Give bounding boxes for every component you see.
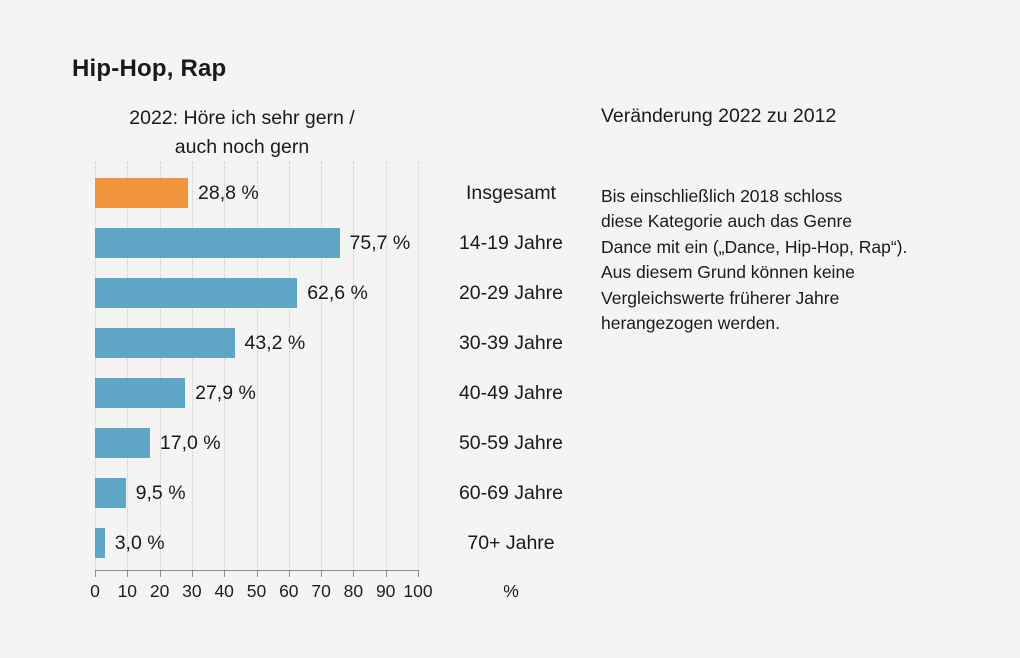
x-axis-tick xyxy=(353,571,355,577)
value-label: 17,0 % xyxy=(159,432,221,454)
x-axis-tick-label: 60 xyxy=(279,581,299,601)
gridline xyxy=(353,162,355,570)
category-label: 70+ Jahre xyxy=(467,532,555,554)
x-axis-tick-label: 20 xyxy=(149,581,170,601)
x-axis-tick xyxy=(191,571,193,577)
x-axis-unit-label: % xyxy=(503,581,519,601)
category-label: Insgesamt xyxy=(466,182,556,204)
chart-subtitle: 2022: Höre ich sehr gern / auch noch ger… xyxy=(129,107,355,158)
comparison-note: Bis einschließlich 2018 schloss diese Ka… xyxy=(601,186,908,334)
category-label: 50-59 Jahre xyxy=(458,432,564,454)
category-labels: Insgesamt 14-19 Jahre 20-29 Jahre 30-39 Jah… xyxy=(443,170,579,570)
bar-row: 75,7 % xyxy=(95,220,418,270)
x-axis-tick xyxy=(256,571,258,577)
x-axis-tick xyxy=(321,571,323,577)
value-label: 9,5 % xyxy=(135,482,186,504)
gridline xyxy=(321,162,323,570)
gridline xyxy=(418,162,419,570)
bar xyxy=(95,478,126,508)
gridline xyxy=(385,162,387,570)
category-label: 40-49 Jahre xyxy=(458,382,564,404)
bar xyxy=(95,328,235,358)
gridline xyxy=(256,162,258,570)
comparison-heading: Veränderung 2022 zu 2012 xyxy=(601,105,837,127)
bar-row: 9,5 % xyxy=(95,470,418,520)
bar xyxy=(95,528,105,558)
bar xyxy=(95,378,186,408)
bar xyxy=(95,278,298,308)
x-axis-tick-label: 50 xyxy=(246,581,267,601)
x-axis-tick xyxy=(224,571,226,577)
chart-title: Hip-Hop, Rap xyxy=(72,55,227,82)
bar xyxy=(95,428,150,458)
plot-area: 28,8 % 75,7 % 62,6 % 43,2 % 27,9 % 17,0 % 9,5 … xyxy=(95,170,418,570)
x-axis-tick xyxy=(127,571,129,577)
gridline xyxy=(159,162,161,570)
bar-row: 3,0 % xyxy=(95,520,418,570)
gridline xyxy=(191,162,193,570)
bar xyxy=(95,178,189,208)
bar-row: 27,9 % xyxy=(95,370,418,420)
gridline xyxy=(95,162,96,570)
value-label: 43,2 % xyxy=(244,332,306,354)
bar-row: 17,0 % xyxy=(95,420,418,470)
x-axis-tick-label: 70 xyxy=(311,581,331,601)
category-label: 20-29 Jahre xyxy=(458,282,564,304)
value-label: 3,0 % xyxy=(114,532,165,554)
x-axis-tick-label: 0 xyxy=(90,581,100,601)
x-axis-tick-label: 10 xyxy=(117,581,138,601)
x-axis-tick-label: 30 xyxy=(182,581,202,601)
value-label: 28,8 % xyxy=(198,182,259,204)
gridline xyxy=(224,162,226,570)
value-label: 27,9 % xyxy=(195,382,256,404)
x-axis-tick xyxy=(95,571,96,577)
bar-row: 62,6 % xyxy=(95,270,418,320)
x-axis-tick-label: 40 xyxy=(214,581,234,601)
gridline xyxy=(288,162,290,570)
x-axis-tick xyxy=(288,571,290,577)
x-axis-tick xyxy=(159,571,161,577)
value-label: 75,7 % xyxy=(349,232,411,254)
x-axis-tick-label: 80 xyxy=(343,581,364,601)
category-label: 30-39 Jahre xyxy=(458,332,564,354)
x-axis-tick xyxy=(418,571,419,577)
bar-row: 28,8 % xyxy=(95,170,418,220)
x-axis-tick-label: 90 xyxy=(375,581,396,601)
x-axis-tick-label: 100 xyxy=(403,581,433,601)
category-label: 60-69 Jahre xyxy=(458,482,564,504)
x-axis-tick xyxy=(385,571,387,577)
bar-row: 43,2 % xyxy=(95,320,418,370)
category-label: 14-19 Jahre xyxy=(458,232,564,254)
value-label: 62,6 % xyxy=(307,282,368,304)
gridline xyxy=(127,162,129,570)
bar xyxy=(95,228,340,258)
gridlines xyxy=(95,162,419,570)
x-axis-line xyxy=(95,570,419,571)
